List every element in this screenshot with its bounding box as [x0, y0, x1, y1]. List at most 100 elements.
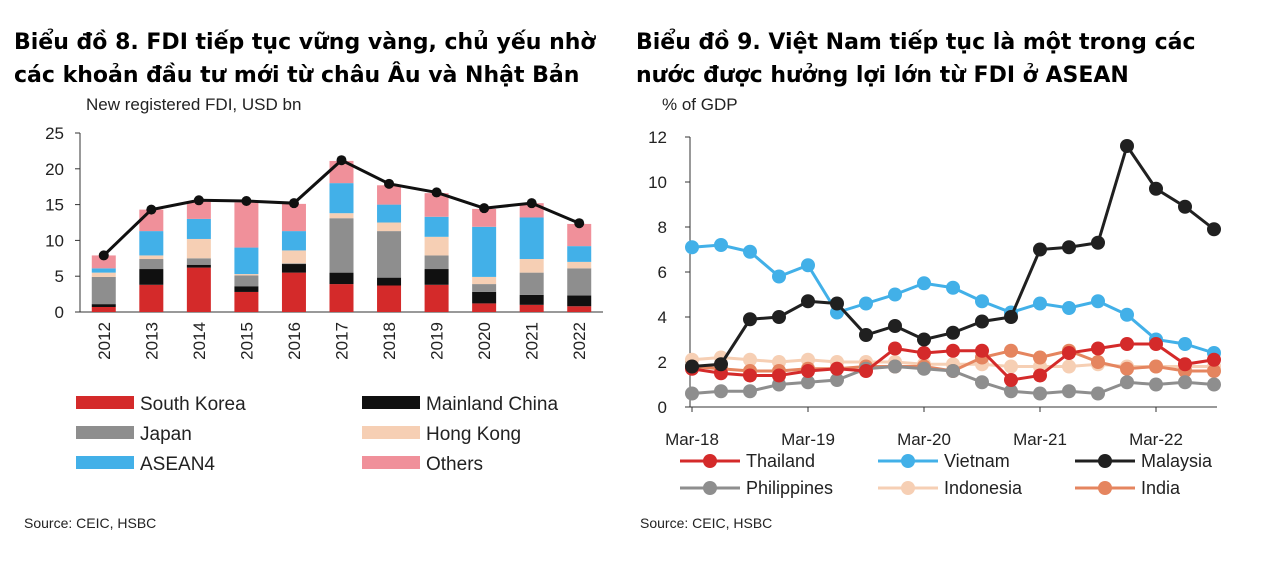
- bar-segment-mainland-china: [472, 291, 497, 304]
- legend-swatch: [362, 396, 420, 409]
- bar-segment-mainland-china: [139, 269, 164, 285]
- malaysia-point: [917, 332, 931, 347]
- philippines-point: [714, 384, 728, 399]
- line-chart: % of GDP 0 2 4 6 8 10 12 Mar-18 Mar-19 Mar-20 Mar-2…: [648, 95, 1221, 498]
- philippines-point: [1120, 375, 1134, 390]
- bar-segment-hong-kong: [234, 274, 259, 276]
- vietnam-point: [801, 258, 815, 273]
- malaysia-point: [1207, 222, 1221, 237]
- y-tick-label: 25: [45, 124, 64, 143]
- bar-segment-asean4: [377, 204, 402, 223]
- x-tick-label: Mar-19: [781, 430, 835, 449]
- vietnam-point: [917, 276, 931, 291]
- legend-swatch: [76, 396, 134, 409]
- bar-segment-hong-kong: [186, 238, 211, 259]
- philippines-point: [1178, 375, 1192, 390]
- legend-swatch: [362, 426, 420, 439]
- bar-segment-japan: [424, 255, 449, 270]
- y-tick-label: 8: [658, 218, 667, 237]
- x-tick-label: 2015: [237, 322, 256, 360]
- chart-8-source: Source: CEIC, HSBC: [24, 515, 157, 531]
- thailand-point: [1004, 373, 1018, 387]
- legend-marker: [703, 481, 717, 495]
- x-tick-label: Mar-21: [1013, 430, 1067, 449]
- philippines-point: [1207, 377, 1221, 392]
- thailand-point: [801, 364, 815, 378]
- x-tick-label: 2019: [428, 322, 447, 360]
- chart-8-title: Biểu đồ 8. FDI tiếp tục vững vàng, chủ y…: [14, 26, 614, 92]
- india-point: [1149, 359, 1163, 374]
- thailand-point: [859, 364, 873, 378]
- thailand-point: [917, 346, 931, 360]
- bar-segment-asean4: [186, 218, 211, 239]
- bar-segment-south-korea: [186, 267, 211, 312]
- philippines-point: [975, 375, 989, 390]
- vietnam-point: [859, 296, 873, 311]
- thailand-point: [1120, 337, 1134, 351]
- x-tick-label: 2017: [333, 322, 352, 360]
- bar-segment-japan: [329, 218, 354, 273]
- bar-segment-south-korea: [424, 284, 449, 312]
- legend-marker: [703, 454, 717, 468]
- bar-segment-mainland-china: [91, 304, 116, 307]
- bar-segment-japan: [234, 275, 259, 287]
- bar-segment-mainland-china: [424, 269, 449, 285]
- bar-segment-south-korea: [472, 303, 497, 312]
- bar-segment-south-korea: [567, 306, 592, 312]
- bar-segment-others: [91, 255, 116, 269]
- malaysia-point: [888, 319, 902, 333]
- malaysia-point: [1091, 235, 1105, 250]
- bar-segment-south-korea: [234, 291, 259, 312]
- total-fdi-point: [384, 178, 395, 189]
- philippines-point: [830, 373, 844, 387]
- bar-segment-south-korea: [329, 284, 354, 312]
- thailand-point: [1062, 346, 1076, 360]
- total-fdi-point: [193, 195, 204, 206]
- y-tick-label: 12: [648, 128, 667, 147]
- x-tick-label: 2021: [523, 322, 542, 360]
- y-tick-label: 20: [45, 160, 64, 179]
- thailand-point: [743, 368, 757, 383]
- bar-segment-mainland-china: [281, 264, 306, 273]
- chart-8-title-line-2: các khoản đầu tư mới từ châu Âu và Nhật …: [14, 63, 580, 88]
- legend-label: Philippines: [746, 478, 833, 498]
- total-fdi-point: [241, 196, 252, 207]
- bar-segment-asean4: [91, 268, 116, 273]
- bar-segment-asean4: [139, 231, 164, 256]
- bar-segment-hong-kong: [91, 272, 116, 277]
- bar-segment-others: [472, 208, 497, 227]
- malaysia-point: [1149, 181, 1163, 196]
- total-fdi-point: [479, 203, 490, 214]
- thailand-point: [946, 343, 960, 358]
- fdi-by-origin-panel: Biểu đồ 8. FDI tiếp tục vững vàng, chủ y…: [0, 0, 620, 582]
- bar-segment-mainland-china: [567, 295, 592, 307]
- y-tick-label: 5: [55, 267, 64, 286]
- legend-label: Mainland China: [426, 394, 558, 415]
- philippines-point: [888, 359, 902, 374]
- total-fdi-point: [288, 198, 299, 209]
- chart-8-title-line-1: Biểu đồ 8. FDI tiếp tục vững vàng, chủ y…: [14, 30, 596, 55]
- malaysia-point: [859, 328, 873, 342]
- philippines-point: [1033, 386, 1047, 401]
- x-tick-label: 2022: [570, 322, 589, 360]
- vietnam-point: [975, 294, 989, 309]
- thailand-point: [772, 368, 786, 383]
- bar-segment-south-korea: [519, 304, 544, 312]
- x-tick-label: Mar-18: [665, 430, 719, 449]
- bar-segment-south-korea: [91, 306, 116, 312]
- vietnam-point: [1120, 307, 1134, 322]
- malaysia-point: [1120, 139, 1134, 153]
- philippines-point: [917, 361, 931, 376]
- chart-9-title-line-2: nước được hưởng lợi lớn từ FDI ở ASEAN: [636, 63, 1129, 88]
- india-point: [1004, 343, 1018, 358]
- bar-segment-others: [234, 202, 259, 248]
- legend-marker: [901, 454, 915, 468]
- x-tick-label: 2020: [475, 322, 494, 360]
- vietnam-point: [772, 269, 786, 284]
- bar-segment-asean4: [234, 247, 259, 275]
- bar-segment-south-korea: [139, 284, 164, 312]
- thailand-point: [1149, 337, 1163, 351]
- bar-segment-hong-kong: [519, 259, 544, 273]
- bar-segment-others: [186, 201, 211, 219]
- philippines-point: [743, 384, 757, 399]
